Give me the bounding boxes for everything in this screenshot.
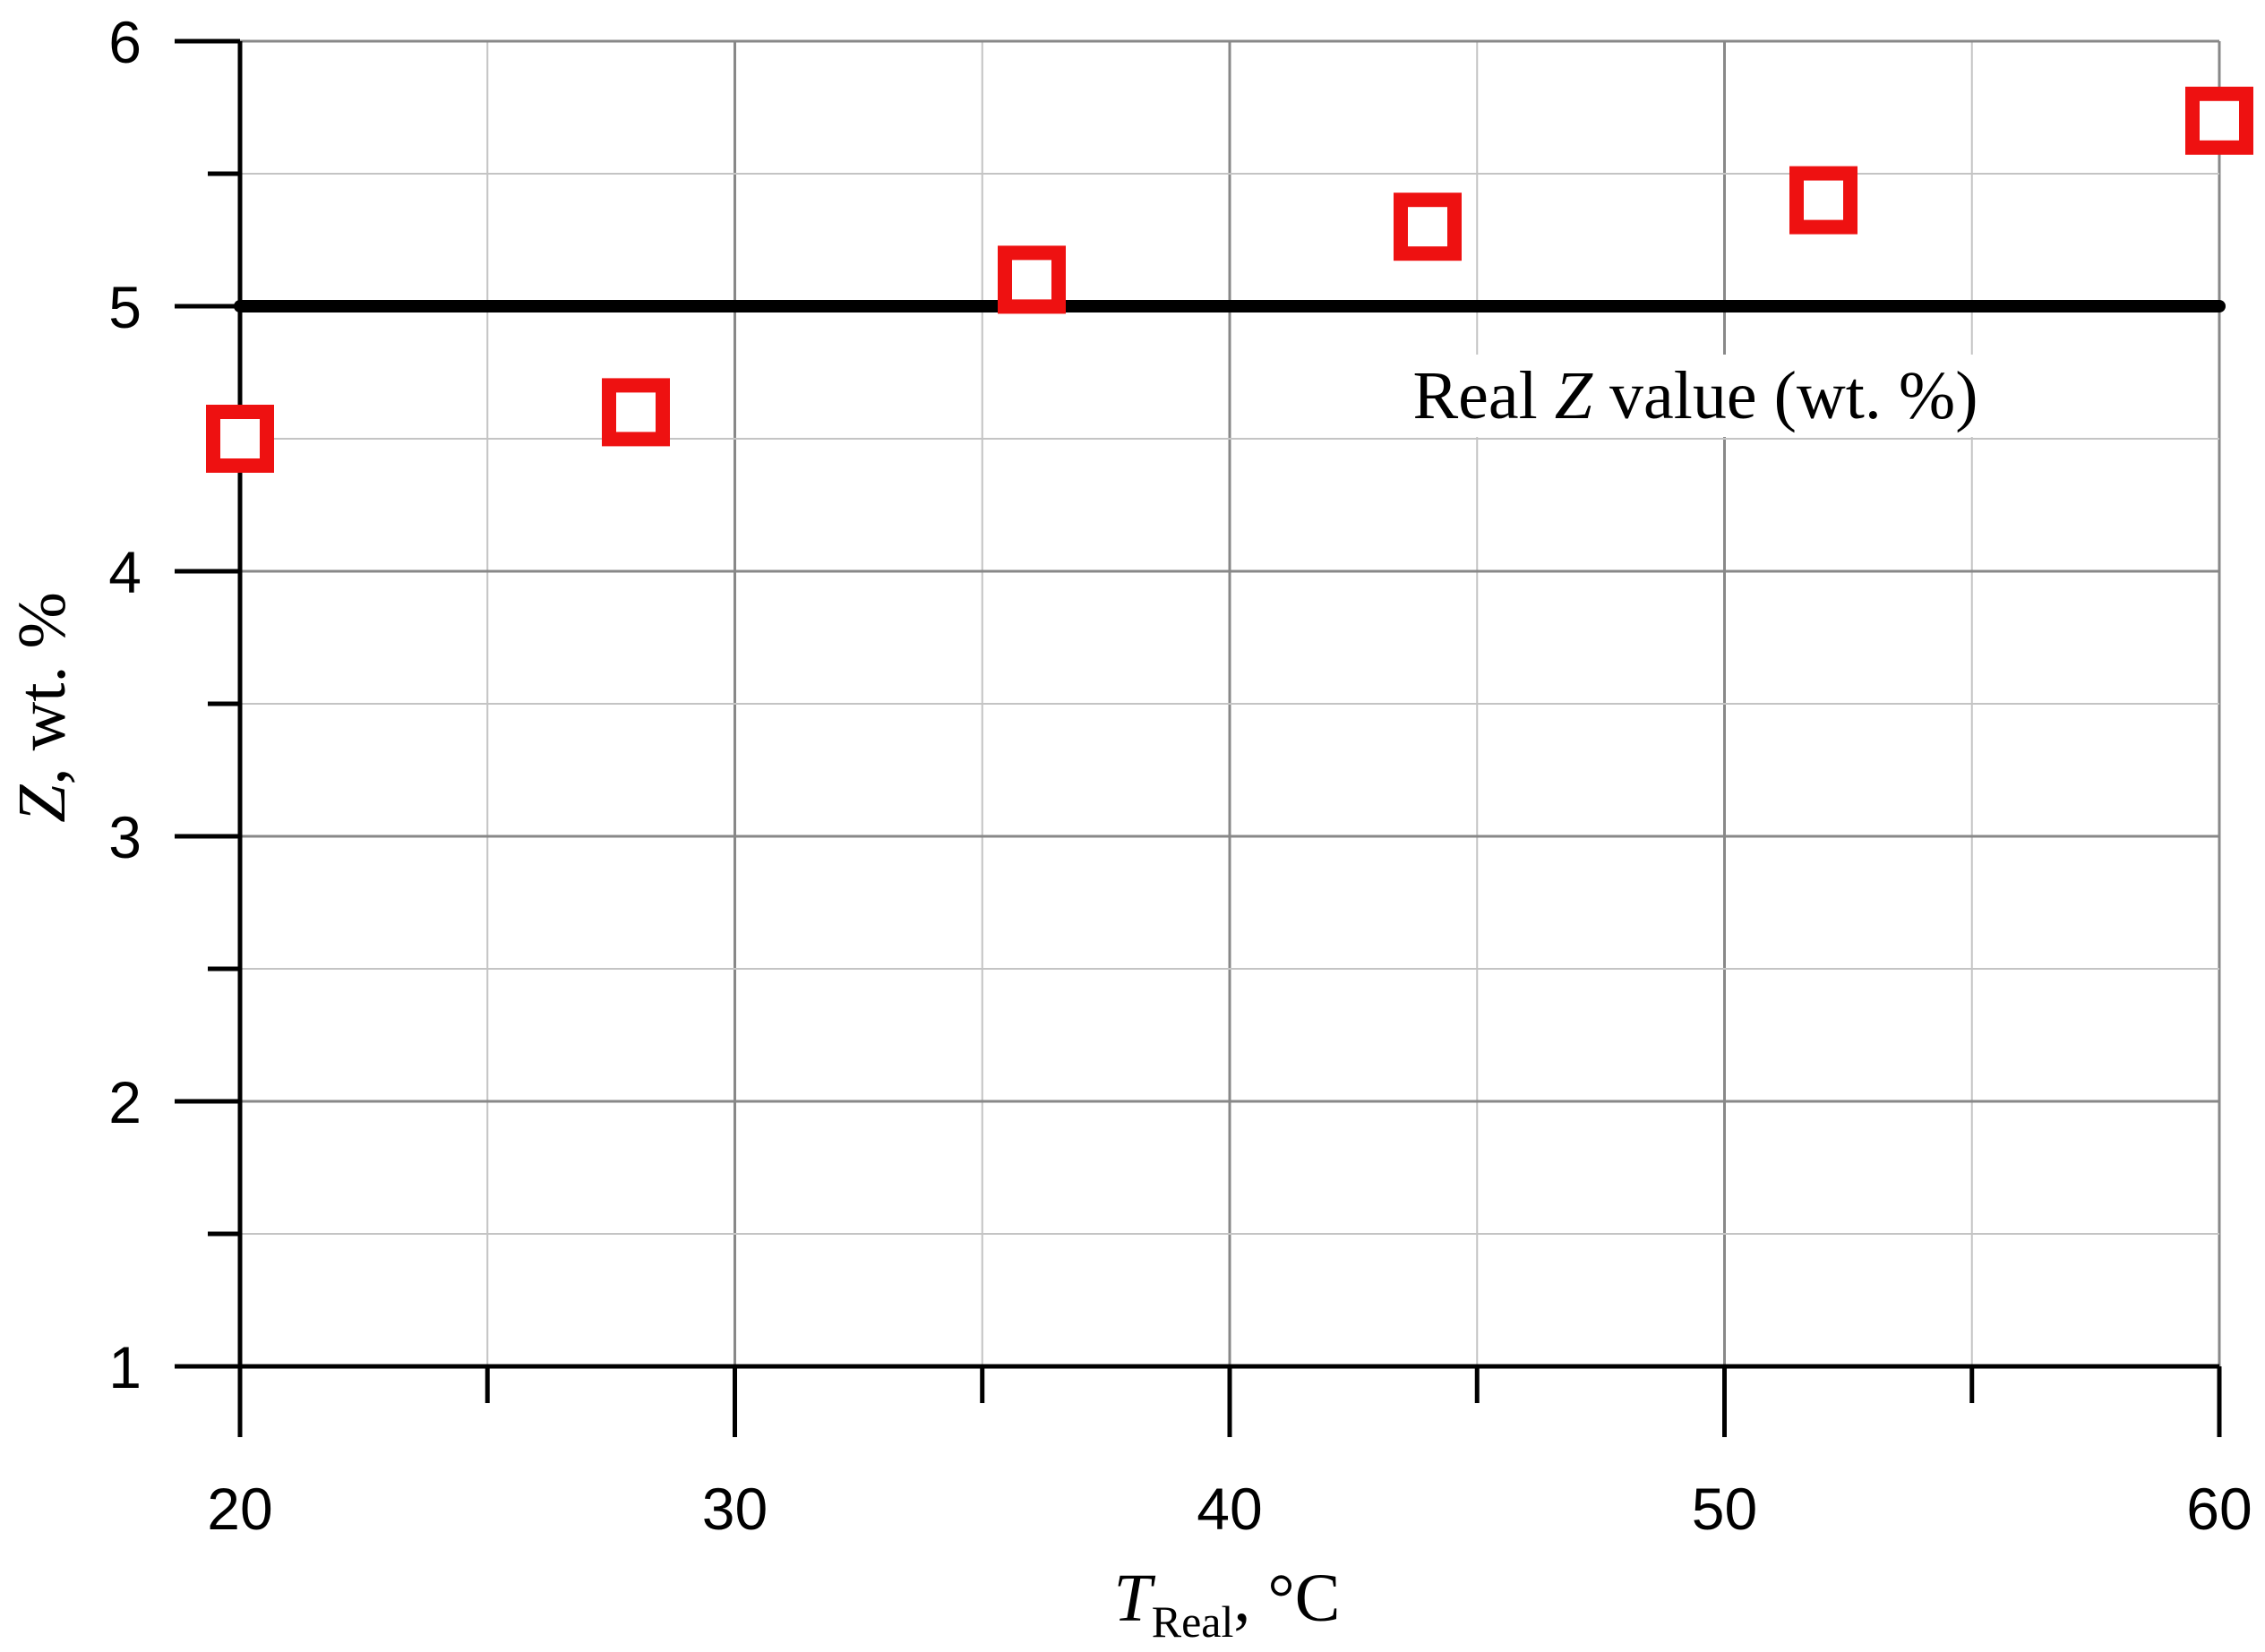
y-tick-label: 4	[108, 539, 142, 605]
data-point	[206, 405, 274, 473]
x-tick-label: 20	[207, 1476, 272, 1542]
annotation-variable: Z	[1555, 358, 1593, 433]
y-axis-variable: Z	[4, 784, 80, 823]
x-tick-label: 50	[1692, 1476, 1757, 1542]
data-point	[998, 245, 1066, 314]
x-tick-label: 60	[2186, 1476, 2252, 1542]
tick-labels: 1 2 3 4 5 6 20 30 40 50 60	[108, 9, 2252, 1542]
data-point	[1789, 166, 1857, 235]
y-tick-label: 2	[108, 1069, 142, 1135]
reference-line-annotation: Real Z value (wt. %)	[1412, 358, 1978, 433]
data-point	[1394, 193, 1462, 261]
x-axis-variable: T	[1113, 1561, 1155, 1636]
tick-marks	[175, 39, 2222, 1437]
y-tick-label: 1	[108, 1334, 142, 1400]
data-point	[2185, 86, 2253, 155]
data-points	[206, 86, 2253, 473]
y-axis-title: Z, wt. %	[4, 592, 80, 823]
y-tick-label: 5	[108, 274, 142, 340]
x-axis-title: TReal, °C	[1113, 1561, 1340, 1647]
x-tick-label: 30	[702, 1476, 768, 1542]
x-axis-unit: , °C	[1233, 1561, 1340, 1636]
annotation-suffix: value (wt. %)	[1592, 358, 1978, 433]
data-point	[602, 378, 670, 447]
y-tick-label: 3	[108, 804, 142, 870]
x-tick-label: 40	[1197, 1476, 1262, 1542]
annotation-prefix: Real	[1412, 358, 1554, 433]
x-axis-subscript: Real	[1152, 1596, 1234, 1647]
annotation-background	[1400, 355, 1991, 437]
y-axis-unit: , wt. %	[4, 592, 80, 784]
y-tick-label: 6	[108, 9, 142, 75]
